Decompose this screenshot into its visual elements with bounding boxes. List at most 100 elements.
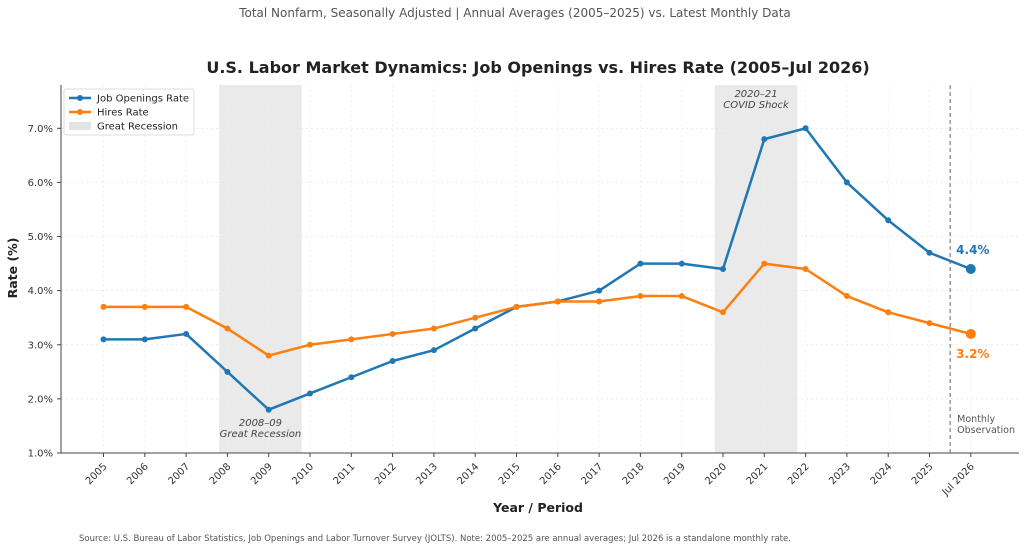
end-value-label: 4.4% <box>956 243 989 257</box>
legend-swatch <box>69 122 91 130</box>
data-point <box>761 260 768 267</box>
data-point <box>141 303 148 310</box>
data-point <box>183 303 190 310</box>
y-tick-label: 2.0% <box>28 394 53 405</box>
data-point <box>678 260 685 267</box>
shaded-region <box>714 85 798 453</box>
x-tick-label: 2025 <box>910 461 936 487</box>
x-axis-ticks: 2005 2006 2007 2008 2009 2010 2011 2012 2013 2014… <box>84 453 977 499</box>
legend-label: Great Recession <box>97 122 178 133</box>
series-line-segment <box>929 321 972 336</box>
x-tick-label: 2006 <box>125 461 151 487</box>
data-point <box>678 293 685 300</box>
data-point <box>761 136 768 143</box>
region-label: 2008–09 <box>239 418 282 429</box>
x-tick-label: 2022 <box>786 461 812 487</box>
data-point <box>965 328 976 339</box>
legend: Job Openings Rate Hires Rate Great Recessi… <box>63 88 195 136</box>
data-point <box>141 336 148 343</box>
y-tick-label: 6.0% <box>28 178 53 189</box>
x-tick-label: 2010 <box>290 461 316 487</box>
data-point <box>720 266 726 272</box>
region-label: Great Recession <box>220 429 302 440</box>
x-tick-label: 2021 <box>745 461 771 487</box>
x-tick-label: 2023 <box>827 461 853 487</box>
legend-marker <box>77 95 83 101</box>
region-label: COVID Shock <box>723 100 790 111</box>
data-point <box>802 125 809 132</box>
data-point <box>596 298 603 305</box>
axes <box>60 85 1019 454</box>
data-point <box>720 309 726 316</box>
data-point <box>885 309 892 316</box>
grid-lines <box>61 85 1019 454</box>
data-point <box>596 287 603 294</box>
data-point <box>554 298 561 305</box>
shaded-region <box>219 85 302 453</box>
monthly-label: Monthly <box>957 414 995 425</box>
chart-title: U.S. Labor Market Dynamics: Job Openings… <box>206 58 869 77</box>
data-point <box>389 330 396 337</box>
x-axis-label: Year / Period <box>492 500 583 515</box>
data-point <box>389 358 396 364</box>
data-point <box>637 260 644 267</box>
data-point <box>637 293 644 300</box>
data-point <box>926 249 933 256</box>
data-point <box>265 406 272 413</box>
data-point <box>307 390 313 397</box>
data-point <box>472 325 479 332</box>
data-point <box>885 217 892 224</box>
legend-marker <box>77 109 83 115</box>
region-label: 2020–21 <box>734 89 777 100</box>
legend-label: Hires Rate <box>97 108 149 119</box>
data-point <box>348 336 355 343</box>
legend-label: Job Openings Rate <box>96 94 189 105</box>
x-tick-label: 2018 <box>621 461 647 487</box>
source-note: Source: U.S. Bureau of Labor Statistics,… <box>79 534 791 544</box>
y-tick-label: 5.0% <box>28 232 53 243</box>
data-point <box>100 303 107 310</box>
x-tick-label: 2013 <box>414 461 440 487</box>
data-point <box>472 314 479 321</box>
legend-box <box>63 88 195 136</box>
x-tick-label: 2016 <box>538 461 564 487</box>
x-tick-label: Jul 2026 <box>940 461 977 498</box>
data-point <box>430 347 437 354</box>
y-tick-label: 7.0% <box>28 124 53 135</box>
end-value-label: 3.2% <box>956 347 989 361</box>
data-point <box>802 266 809 272</box>
x-tick-label: 2012 <box>373 461 399 487</box>
x-tick-label: 2017 <box>579 461 605 487</box>
data-point <box>224 368 231 375</box>
data-point <box>100 336 107 343</box>
x-tick-label: 2024 <box>869 461 895 487</box>
y-tick-label: 4.0% <box>28 286 53 297</box>
x-tick-label: 2014 <box>456 461 482 487</box>
data-point <box>348 374 355 381</box>
monthly-label: Observation <box>957 425 1015 436</box>
data-point <box>224 325 231 332</box>
x-tick-label: 2011 <box>332 461 358 487</box>
x-tick-label: 2019 <box>662 461 688 487</box>
y-axis-label: Rate (%) <box>5 238 20 299</box>
data-point <box>965 264 976 274</box>
data-point <box>843 179 850 186</box>
data-point <box>843 293 850 300</box>
x-tick-label: 2015 <box>497 461 523 487</box>
y-tick-label: 1.0% <box>28 449 53 460</box>
x-tick-label: 2020 <box>703 461 729 487</box>
shaded-regions <box>219 85 798 453</box>
y-tick-label: 3.0% <box>28 340 53 351</box>
data-point <box>183 330 190 337</box>
x-tick-label: 2008 <box>208 461 234 487</box>
y-axis-ticks: 1.0% 2.0% 3.0% 4.0% 5.0% 6.0% 7.0% <box>28 124 61 460</box>
chart-subtitle: Total Nonfarm, Seasonally Adjusted | Ann… <box>238 6 791 20</box>
data-point <box>430 325 437 332</box>
data-point <box>513 303 520 310</box>
series-layer <box>100 125 976 413</box>
data-point <box>926 320 933 327</box>
x-tick-label: 2009 <box>249 461 275 487</box>
x-tick-label: 2005 <box>84 461 110 487</box>
